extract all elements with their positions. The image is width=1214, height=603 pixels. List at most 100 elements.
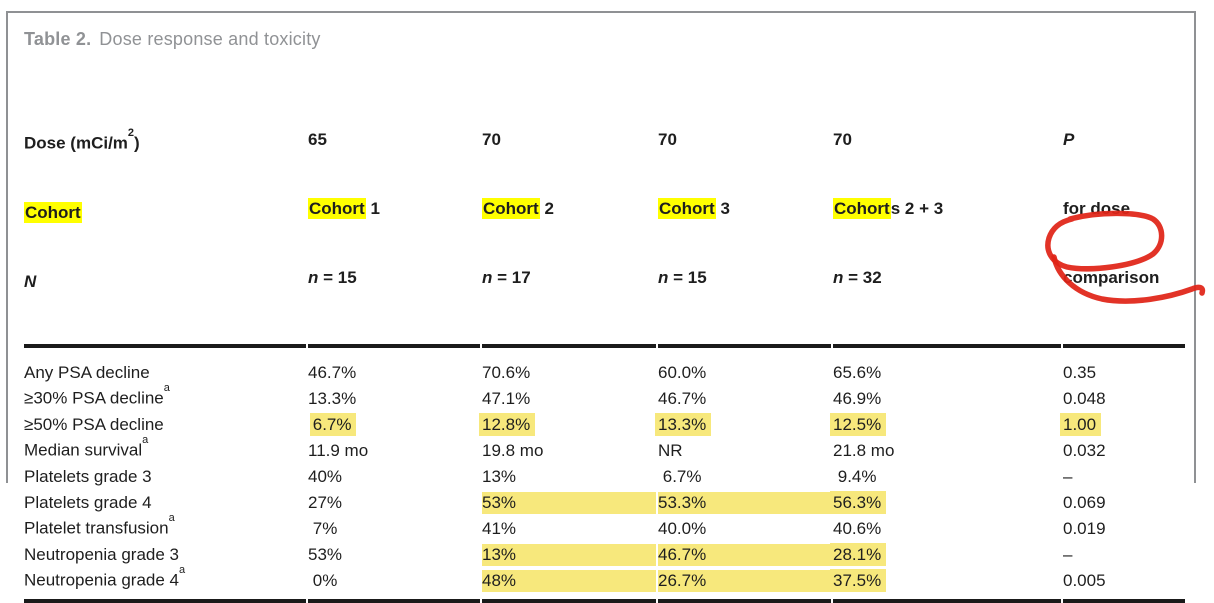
cell-value: 13% (482, 466, 517, 486)
row-label: Any PSA decline (24, 360, 306, 386)
row-label: ≥30% PSA declinea (24, 382, 306, 412)
cell-value: 0% (312, 570, 338, 590)
search-highlight: Cohort (833, 198, 891, 219)
row-label: Platelet transfusiona (24, 512, 306, 542)
table-row: Platelet transfusiona 7% 41% 40.0% 40.6% 0.0… (24, 512, 1185, 542)
bottom-rule (24, 594, 1185, 603)
value-cell: 13.3% (655, 412, 831, 438)
cell-value: 46.7% (658, 388, 707, 408)
value-cell: 53% (308, 542, 480, 568)
cell-value: 53% (308, 544, 343, 564)
value-cell: 37.5% (830, 568, 1061, 594)
col-header-cohort2: 70 Cohort 2 n = 17 (482, 74, 656, 348)
table-row: Platelets grade 3 40% 13% 6.7% 9.4% – (24, 464, 1185, 490)
value-cell: 65.6% (833, 360, 1061, 386)
table-row: Any PSA decline 46.7% 70.6% 60.0% 65.6% 0.35 (24, 360, 1185, 386)
cell-value: 21.8 mo (833, 440, 895, 460)
value-cell: 46.7% (658, 542, 831, 568)
cell-value: 26.7% (658, 570, 707, 590)
value-cell: 70.6% (482, 360, 656, 386)
col-header-cohort1: 65 Cohort 1 n = 15 (308, 74, 480, 348)
cell-value: 41% (482, 518, 517, 538)
row-label: Platelets grade 3 (24, 464, 306, 490)
search-highlight: Cohort (24, 201, 82, 223)
cell-value: – (1063, 544, 1073, 564)
cell-value: 0.005 (1063, 570, 1106, 590)
dose-response-table: Dose (mCi/m2) Cohort N 65 Cohort 1 n = 1… (22, 74, 1187, 603)
value-cell: 6.7% (308, 412, 480, 438)
row-label: Platelets grade 4 (24, 490, 306, 516)
footnote-marker: a (142, 434, 149, 447)
cell-value: 40% (308, 466, 343, 486)
value-cell: 53.3% (658, 490, 831, 516)
row-label-text: Neutropenia grade 3 (24, 544, 180, 564)
row-label-text: Median survival (24, 440, 143, 460)
value-cell: 12.5% (830, 412, 1061, 438)
row-label-text: Neutropenia grade 4 (24, 570, 180, 590)
highlight-mark: 28.1% (830, 542, 887, 566)
footnote-marker: a (163, 382, 170, 395)
cell-value: 70.6% (482, 362, 531, 382)
row-label-text: Any PSA decline (24, 362, 150, 382)
cell-value: 13.3% (308, 388, 357, 408)
value-cell: 0.005 (1063, 568, 1185, 594)
table-row: ≥50% PSA decline 6.7% 12.8% 13.3% 12.5% 1.00 (24, 412, 1185, 438)
value-cell: 53% (482, 490, 656, 516)
row-label: ≥50% PSA decline (24, 412, 306, 438)
row-label: Median survivala (24, 434, 306, 464)
value-cell: 19.8 mo (482, 438, 656, 464)
value-cell: 27% (308, 490, 480, 516)
cell-value: 0.35 (1063, 362, 1097, 382)
value-cell: 26.7% (658, 568, 831, 594)
cell-value: 46.9% (833, 388, 882, 408)
value-cell: 40% (308, 464, 480, 490)
cell-value: 19.8 mo (482, 440, 544, 460)
cell-value: 9.4% (837, 466, 877, 486)
table-number: Table 2. (24, 29, 92, 49)
table-caption-text: Dose response and toxicity (99, 29, 321, 49)
highlight-mark: 56.3% (830, 490, 887, 514)
cell-value: 0.048 (1063, 388, 1106, 408)
value-cell: – (1063, 542, 1185, 568)
cell-value: 53% (482, 492, 517, 512)
value-cell: 28.1% (830, 542, 1061, 568)
value-cell: 60.0% (658, 360, 831, 386)
col-header-dose: Dose (mCi/m2) Cohort N (24, 74, 306, 348)
cell-value: 0.032 (1063, 440, 1106, 460)
value-cell: 40.0% (658, 516, 831, 542)
row-label-text: Platelet transfusion (24, 518, 169, 538)
footnote-marker: a (179, 564, 186, 577)
value-cell: 13% (482, 542, 656, 568)
value-cell: 7% (308, 516, 480, 542)
value-cell: – (1063, 464, 1185, 490)
highlight-mark: 12.5% (830, 412, 887, 436)
row-label-text: ≥50% PSA decline (24, 414, 164, 434)
search-highlight: Cohort (308, 198, 366, 219)
table-body: Any PSA decline 46.7% 70.6% 60.0% 65.6% 0.35 ≥… (24, 360, 1185, 594)
highlight-mark: 13.3% (655, 412, 712, 436)
header-rule-gap (24, 348, 1185, 360)
cell-value: 53.3% (658, 492, 707, 512)
col-header-cohort3: 70 Cohort 3 n = 15 (658, 74, 831, 348)
row-label-text: ≥30% PSA decline (24, 388, 164, 408)
highlight-mark: 6.7% (309, 412, 357, 436)
value-cell: 56.3% (830, 490, 1061, 516)
value-cell: 0.35 (1063, 360, 1185, 386)
cell-value: 40.6% (833, 518, 882, 538)
value-cell: 46.7% (308, 360, 480, 386)
cell-value: 0.069 (1063, 492, 1106, 512)
cell-value: NR (658, 440, 683, 460)
figure-frame (6, 11, 1196, 483)
value-cell: 12.8% (479, 412, 656, 438)
row-label: Neutropenia grade 4a (24, 564, 306, 594)
value-cell: 21.8 mo (833, 438, 1061, 464)
row-label: Neutropenia grade 3 (24, 542, 306, 568)
value-cell: 13.3% (308, 386, 480, 412)
table-row: Neutropenia grade 3 53% 13% 46.7% 28.1% – (24, 542, 1185, 568)
cell-value: 7% (312, 518, 338, 538)
cell-value: – (1063, 466, 1073, 486)
cell-value: 60.0% (658, 362, 707, 382)
value-cell: 0% (308, 568, 480, 594)
cell-value: 13% (482, 544, 517, 564)
cell-value: 40.0% (658, 518, 707, 538)
